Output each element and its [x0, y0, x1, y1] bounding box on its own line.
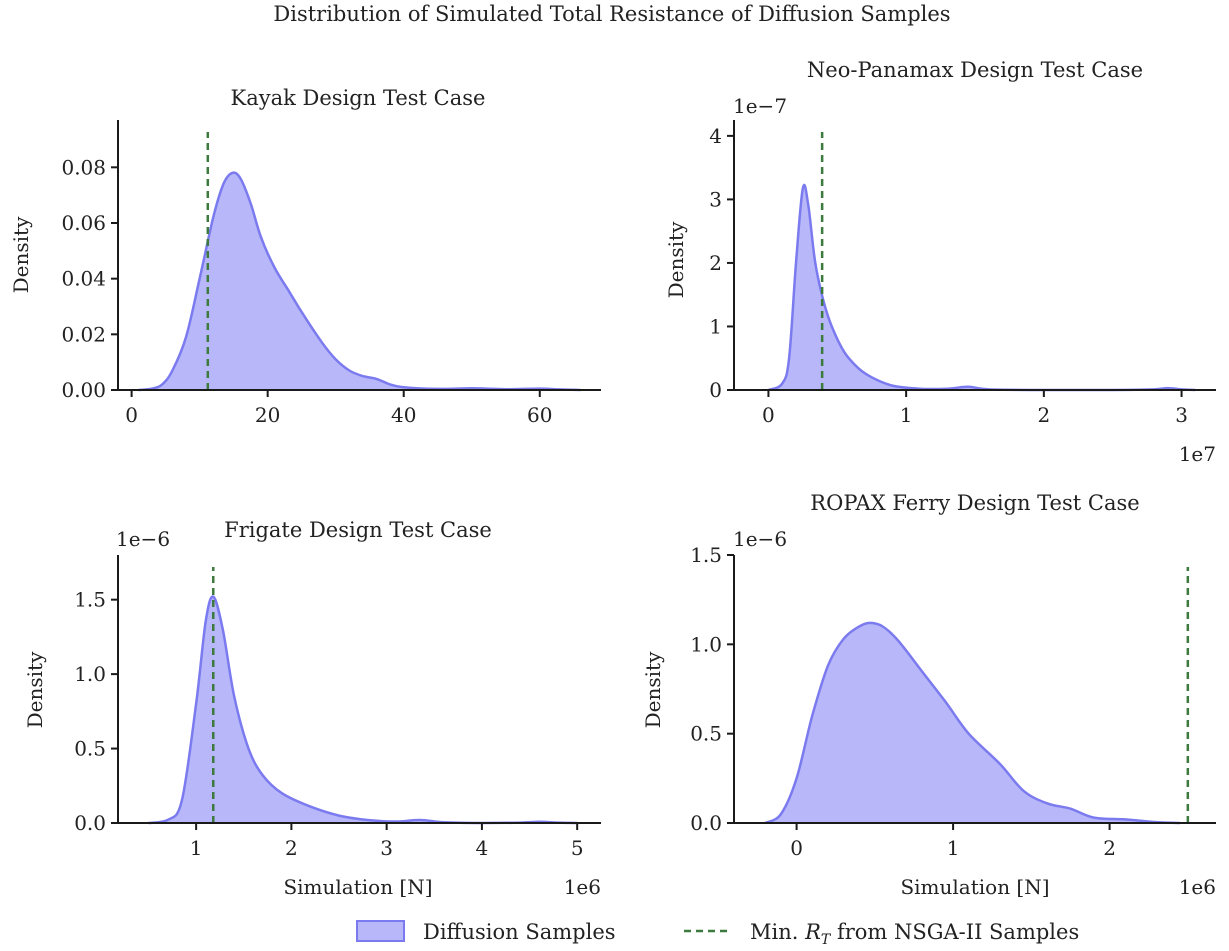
- neo-panamax-x-tick-label: 1: [900, 403, 913, 427]
- neo-panamax-y-axis-label: Density: [664, 221, 688, 298]
- frigate-y-tick-label: 1.5: [74, 588, 106, 612]
- frigate-y-tick-label: 1.0: [74, 662, 106, 686]
- neo-panamax-x-tick-label: 0: [762, 403, 775, 427]
- neo-panamax-x-tick-label: 2: [1037, 403, 1050, 427]
- frigate-x-tick-label: 2: [285, 836, 298, 860]
- ropax-density-curve: [764, 621, 1181, 825]
- neo-panamax-y-tick-label: 4: [709, 124, 722, 148]
- frigate-x-offset: 1e6: [564, 875, 601, 899]
- kayak-density-curve: [138, 171, 581, 392]
- ropax-y-tick-label: 1.0: [690, 632, 722, 656]
- ropax-y-tick-label: 0.5: [690, 722, 722, 746]
- frigate-y-axis-label: Density: [23, 651, 47, 728]
- ropax-panel: ROPAX Ferry Design Test Case Density 1e−…: [641, 491, 1216, 899]
- neo-panamax-density-area: [768, 184, 1196, 390]
- kayak-y-axis-label: Density: [9, 216, 33, 293]
- kayak-density-area: [138, 172, 581, 390]
- legend-label-nsga-suffix: from NSGA-II Samples: [830, 920, 1079, 944]
- neo-panamax-panel: Neo-Panamax Design Test Case Density 1e−…: [664, 58, 1216, 466]
- kayak-y-tick-label: 0.08: [61, 155, 106, 179]
- frigate-panel: Frigate Design Test Case Density 1e−6 1e…: [23, 518, 601, 899]
- kayak-y-tick-label: 0.00: [61, 378, 106, 402]
- legend-label-nsga-sub: T: [821, 932, 832, 948]
- frigate-x-tick-label: 5: [571, 836, 584, 860]
- frigate-panel-title: Frigate Design Test Case: [224, 518, 492, 542]
- legend-swatch-diffusion: [356, 920, 405, 942]
- ropax-y-tick-label: 1.5: [690, 543, 722, 567]
- legend-label-diffusion: Diffusion Samples: [423, 920, 616, 944]
- ropax-x-tick-label: 1: [947, 836, 960, 860]
- neo-panamax-y-tick-label: 0: [709, 378, 722, 402]
- ropax-density-area: [765, 622, 1180, 823]
- ropax-y-tick-label: 0.0: [690, 811, 722, 835]
- ropax-x-tick-label: 2: [1103, 836, 1116, 860]
- neo-panamax-panel-title: Neo-Panamax Design Test Case: [807, 58, 1143, 82]
- legend-label-nsga: Min. RT from NSGA-II Samples: [750, 920, 1079, 948]
- kayak-panel: Kayak Design Test Case Density 0 20 40 60 0.…: [9, 86, 601, 427]
- neo-panamax-y-tick-label: 3: [709, 187, 722, 211]
- ropax-x-offset: 1e6: [1179, 875, 1216, 899]
- frigate-x-axis-label: Simulation [N]: [283, 875, 432, 899]
- legend: Diffusion Samples Min. RT from NSGA-II S…: [356, 920, 1079, 948]
- neo-panamax-y-offset: 1e−7: [733, 94, 787, 118]
- kayak-y-tick-label: 0.04: [61, 267, 106, 291]
- neo-panamax-x-tick-label: 3: [1175, 403, 1188, 427]
- frigate-x-tick-label: 4: [476, 836, 489, 860]
- neo-panamax-x-offset: 1e7: [1179, 442, 1216, 466]
- kayak-x-tick-label: 40: [391, 403, 416, 427]
- frigate-y-tick-label: 0.0: [74, 811, 106, 835]
- frigate-x-tick-label: 1: [190, 836, 203, 860]
- kayak-panel-title: Kayak Design Test Case: [231, 86, 486, 110]
- neo-panamax-y-tick-label: 2: [709, 251, 722, 275]
- ropax-y-offset: 1e−6: [733, 527, 787, 551]
- frigate-x-tick-label: 3: [380, 836, 393, 860]
- ropax-x-tick-label: 0: [790, 836, 803, 860]
- ropax-panel-title: ROPAX Ferry Design Test Case: [810, 491, 1139, 515]
- figure-title: Distribution of Simulated Total Resistan…: [273, 2, 950, 26]
- kayak-x-tick-label: 0: [125, 403, 138, 427]
- legend-label-nsga-math: R: [804, 920, 821, 944]
- neo-panamax-y-tick-label: 1: [709, 314, 722, 338]
- kayak-y-tick-label: 0.02: [61, 322, 106, 346]
- kayak-x-tick-label: 20: [255, 403, 280, 427]
- ropax-y-axis-label: Density: [641, 651, 665, 728]
- legend-label-nsga-prefix: Min.: [750, 920, 805, 944]
- kayak-y-tick-label: 0.06: [61, 211, 106, 235]
- ropax-x-axis-label: Simulation [N]: [900, 875, 1049, 899]
- frigate-y-offset: 1e−6: [116, 527, 170, 551]
- frigate-y-tick-label: 0.5: [74, 737, 106, 761]
- kayak-x-tick-label: 60: [527, 403, 552, 427]
